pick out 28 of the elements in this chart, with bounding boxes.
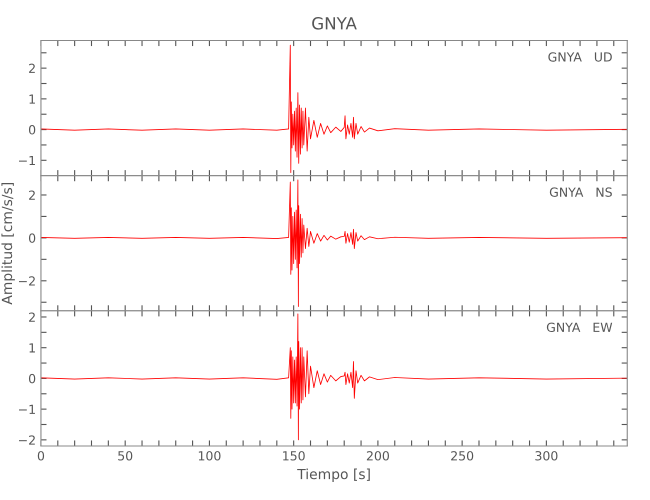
x-tick-label: 300: [535, 451, 558, 461]
line-series: [40, 44, 628, 174]
y-tick-label: 0: [28, 233, 36, 243]
y-tick-label: 0: [28, 374, 36, 384]
y-axis-title: Amplitud [cm/s/s]: [1, 183, 15, 305]
y-tick-label: 2: [29, 64, 35, 73]
x-tick-label: 50: [118, 451, 132, 461]
annotation: GNYA UD: [548, 52, 612, 62]
y-tick-label: −1: [18, 156, 35, 166]
y-tick-label: 0: [28, 125, 36, 135]
y-tick-label: −1: [18, 404, 35, 414]
annotation: GNYA EW: [546, 322, 612, 332]
annotation: GNYA NS: [550, 187, 612, 197]
x-axis-title: Tiempo [s]: [297, 468, 370, 482]
x-tick-label: 200: [366, 451, 390, 461]
line-series: [40, 313, 628, 440]
y-tick-label: −2: [18, 276, 35, 286]
line-series: [40, 180, 628, 307]
y-tick-label: 1: [30, 343, 35, 352]
y-tick-label: 2: [29, 312, 35, 322]
y-tick-label: 1: [30, 94, 35, 104]
y-tick-label: −2: [18, 435, 35, 445]
chart-title: GNYA: [312, 17, 357, 30]
x-tick-label: 250: [451, 451, 474, 461]
x-tick-label: 0: [38, 451, 44, 461]
x-tick-label: 150: [283, 451, 305, 461]
x-tick-label: 100: [198, 451, 221, 461]
y-tick-label: 2: [29, 190, 35, 200]
